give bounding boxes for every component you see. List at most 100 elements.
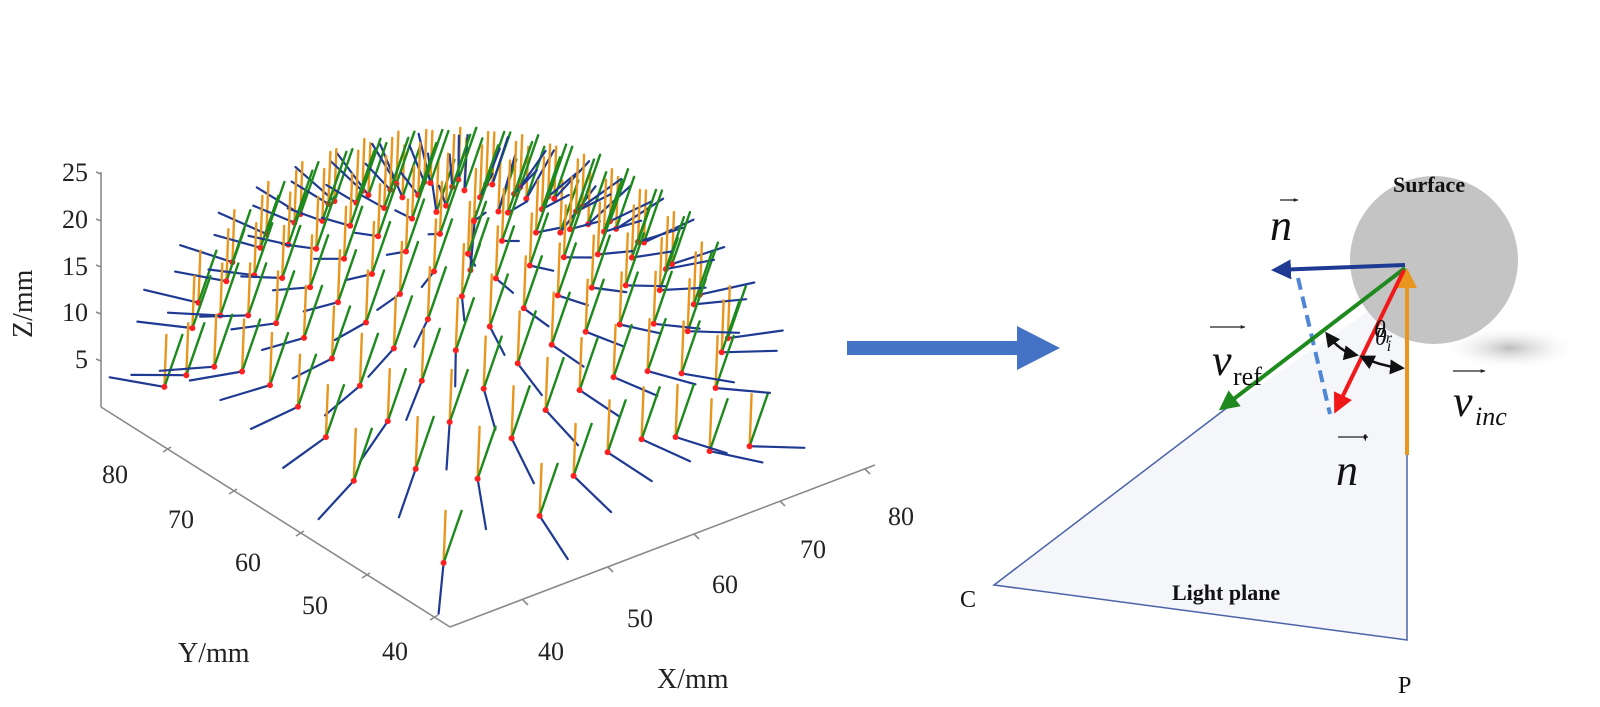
- x-tick-label: 60: [712, 570, 738, 599]
- normal-vector: [618, 323, 662, 335]
- reflected-vector: [720, 299, 741, 354]
- reflected-vector: [618, 271, 639, 326]
- surface-point: [746, 443, 753, 450]
- normal-vector: [540, 193, 570, 211]
- reflected-vector: [587, 170, 608, 226]
- light-plane: [994, 285, 1407, 640]
- normal-vector: [522, 307, 550, 328]
- normal-vector: [188, 370, 244, 382]
- reflected-vector: [364, 269, 386, 324]
- reflected-vector: [352, 427, 373, 482]
- surface-point: [644, 368, 651, 375]
- reflected-vector: [478, 144, 500, 199]
- surface-point: [520, 305, 527, 312]
- reflected-vector: [516, 310, 537, 365]
- dashed-projection: [1296, 277, 1332, 415]
- reflected-vector: [442, 509, 463, 565]
- reflected-vector: [686, 278, 707, 333]
- reflected-vector: [302, 284, 324, 340]
- surface-point: [397, 291, 403, 297]
- surface-point: [712, 385, 719, 391]
- surface-point: [189, 325, 196, 332]
- surface-point: [536, 512, 543, 519]
- surface-shadow: [1440, 326, 1580, 370]
- reflected-vector: [692, 251, 713, 306]
- incident-vector: [460, 242, 466, 298]
- reflected-vector: [528, 212, 550, 267]
- surface-point: [557, 229, 564, 236]
- surface-point: [656, 287, 663, 294]
- incident-vector: [296, 353, 302, 408]
- normal-vector: [143, 288, 200, 304]
- x-tick-label: 50: [627, 604, 653, 633]
- surface-point: [570, 472, 577, 479]
- normal-vector: [497, 154, 517, 213]
- normal-vector: [636, 226, 684, 243]
- incident-vector: [640, 386, 645, 441]
- reflected-vector: [538, 462, 559, 518]
- surface-point: [273, 320, 280, 327]
- incident-vector: [383, 154, 388, 210]
- incident-vector: [398, 240, 404, 296]
- normal-vector: [367, 347, 395, 378]
- surface-point: [523, 195, 530, 202]
- normal-vector: [174, 270, 228, 283]
- reflected-vector: [584, 278, 605, 333]
- axis-lines: [95, 171, 876, 628]
- surface-point: [267, 382, 273, 389]
- surface-point: [616, 321, 623, 328]
- surface-point: [514, 360, 521, 367]
- reflected-vector: [392, 295, 414, 350]
- normal-vector: [1271, 259, 1406, 280]
- surface-point: [622, 282, 629, 289]
- reflected-vector: [401, 144, 422, 199]
- normal-vector: [602, 219, 643, 233]
- reflected-vector: [253, 221, 274, 277]
- reflected-vector: [336, 248, 358, 304]
- incident-vector: [522, 255, 527, 310]
- reflected-vector: [342, 205, 364, 260]
- surface-point: [313, 245, 320, 252]
- reflected-vector: [708, 397, 729, 453]
- reflected-vector: [580, 153, 602, 208]
- reflected-vector: [410, 165, 432, 220]
- surface-point: [418, 377, 425, 384]
- reflected-vector: [438, 180, 460, 236]
- reflected-vector: [658, 236, 679, 292]
- incident-vector: [364, 269, 370, 324]
- surface-point: [440, 559, 447, 566]
- svg-text:v: v: [1453, 377, 1473, 426]
- reflected-vector: [680, 320, 701, 375]
- normal-vector: [612, 376, 659, 397]
- reflected-vector: [463, 137, 484, 192]
- normal-vector: [317, 479, 355, 521]
- svg-text:': ': [1363, 429, 1368, 458]
- incident-vector: [618, 271, 623, 326]
- incident-vector: [163, 333, 168, 389]
- normal-vector: [692, 298, 748, 306]
- surface-point: [582, 328, 589, 335]
- incident-vector: [438, 180, 444, 236]
- normal-vector: [608, 200, 654, 223]
- x-tick-label: 40: [538, 637, 564, 666]
- light-plane-edge: [992, 406, 1408, 641]
- incident-vector: [219, 262, 224, 317]
- y-axis: 80 70 60 50 40 Y/mm: [102, 460, 408, 669]
- normal-vector: [550, 343, 585, 368]
- reflected-vector: [472, 167, 494, 223]
- surface-point: [465, 250, 471, 257]
- incident-vector: [240, 318, 246, 373]
- surface-point: [604, 449, 611, 456]
- surface-point: [495, 208, 502, 215]
- reflected-vector: [646, 317, 667, 373]
- normal-vector: [544, 408, 580, 447]
- normal-vector: [385, 250, 408, 256]
- incident-vector: [426, 266, 432, 321]
- incident-vector: [432, 218, 438, 273]
- v-ref-label: v ref: [1210, 325, 1262, 391]
- incident-vector: [420, 327, 425, 382]
- incident-vector: [392, 295, 398, 350]
- reflected-vector: [568, 175, 590, 231]
- surface-point: [319, 217, 326, 224]
